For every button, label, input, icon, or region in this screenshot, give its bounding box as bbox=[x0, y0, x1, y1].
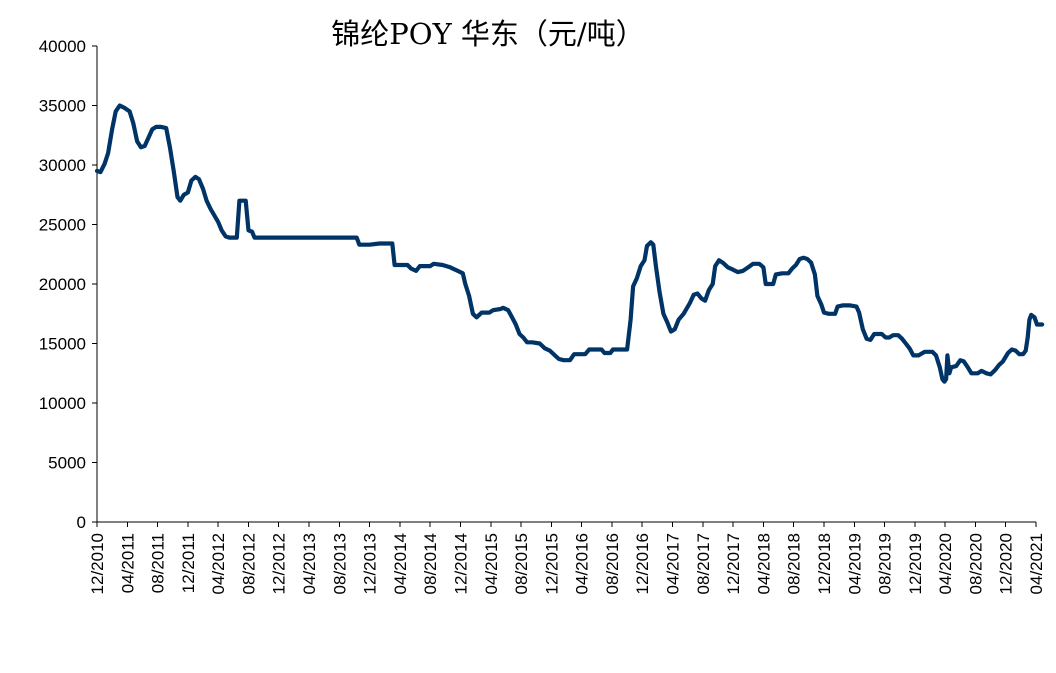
x-tick-label: 12/2011 bbox=[179, 533, 198, 593]
x-tick-label: 12/2020 bbox=[997, 533, 1016, 594]
x-tick-label: 04/2016 bbox=[573, 533, 592, 594]
x-tick-label: 12/2014 bbox=[451, 533, 470, 594]
x-tick-label: 04/2019 bbox=[845, 533, 864, 594]
x-tick-label: 08/2019 bbox=[876, 533, 895, 594]
y-tick-label: 0 bbox=[77, 513, 86, 532]
x-tick-label: 12/2016 bbox=[633, 533, 652, 594]
x-tick-label: 12/2012 bbox=[270, 533, 289, 594]
x-tick-label: 04/2012 bbox=[209, 533, 228, 594]
x-tick-label: 12/2013 bbox=[361, 533, 380, 594]
y-tick-label: 20000 bbox=[39, 275, 86, 294]
x-tick-label: 04/2015 bbox=[482, 533, 501, 594]
x-tick-label: 04/2014 bbox=[391, 533, 410, 594]
y-axis-ticks: 0 5000 10000 15000 20000 25000 30000 35000 40000 bbox=[39, 37, 97, 532]
x-tick-label: 08/2016 bbox=[603, 533, 622, 594]
x-tick-label: 08/2014 bbox=[421, 533, 440, 594]
x-tick-label: 08/2012 bbox=[239, 533, 258, 594]
x-tick-label: 08/2017 bbox=[694, 533, 713, 594]
x-tick-label: 12/2017 bbox=[724, 533, 743, 594]
y-tick-label: 15000 bbox=[39, 335, 86, 354]
x-tick-label: 08/2020 bbox=[966, 533, 985, 594]
y-tick-label: 25000 bbox=[39, 216, 86, 235]
x-tick-label: 08/2018 bbox=[785, 533, 804, 594]
x-tick-label: 12/2018 bbox=[815, 533, 834, 594]
x-tick-label: 04/2017 bbox=[664, 533, 683, 594]
x-tick-label: 04/2021 bbox=[1027, 533, 1046, 594]
x-tick-label: 04/2020 bbox=[936, 533, 955, 594]
x-tick-label: 04/2013 bbox=[300, 533, 319, 594]
y-tick-label: 30000 bbox=[39, 156, 86, 175]
x-tick-label: 12/2019 bbox=[906, 533, 925, 594]
y-tick-label: 10000 bbox=[39, 394, 86, 413]
y-tick-label: 40000 bbox=[39, 37, 86, 56]
x-tick-label: 12/2010 bbox=[88, 533, 107, 594]
x-tick-label: 12/2015 bbox=[542, 533, 561, 594]
series-line bbox=[94, 103, 1045, 384]
y-tick-label: 5000 bbox=[48, 454, 86, 473]
x-tick-label: 08/2011 bbox=[149, 533, 168, 593]
x-tick-label: 08/2015 bbox=[512, 533, 531, 594]
x-axis-ticks: 12/2010 04/2011 08/2011 12/2011 04/2012 08/20… bbox=[88, 522, 1046, 594]
x-tick-label: 04/2018 bbox=[754, 533, 773, 594]
chart-title: 锦纶POY 华东（元/吨） bbox=[331, 17, 644, 51]
x-tick-label: 08/2013 bbox=[330, 533, 349, 594]
y-tick-label: 35000 bbox=[39, 97, 86, 116]
x-tick-label: 04/2011 bbox=[118, 533, 137, 593]
